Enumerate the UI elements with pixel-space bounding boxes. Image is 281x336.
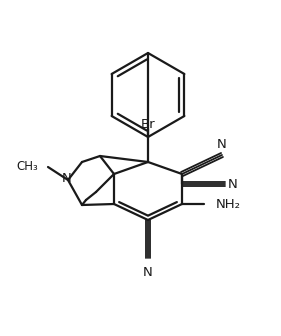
Text: CH₃: CH₃ [16,161,38,173]
Text: N: N [217,138,227,152]
Text: N: N [62,172,72,185]
Text: N: N [143,266,153,280]
Text: NH₂: NH₂ [216,198,241,210]
Text: N: N [228,177,238,191]
Text: Br: Br [141,119,155,131]
